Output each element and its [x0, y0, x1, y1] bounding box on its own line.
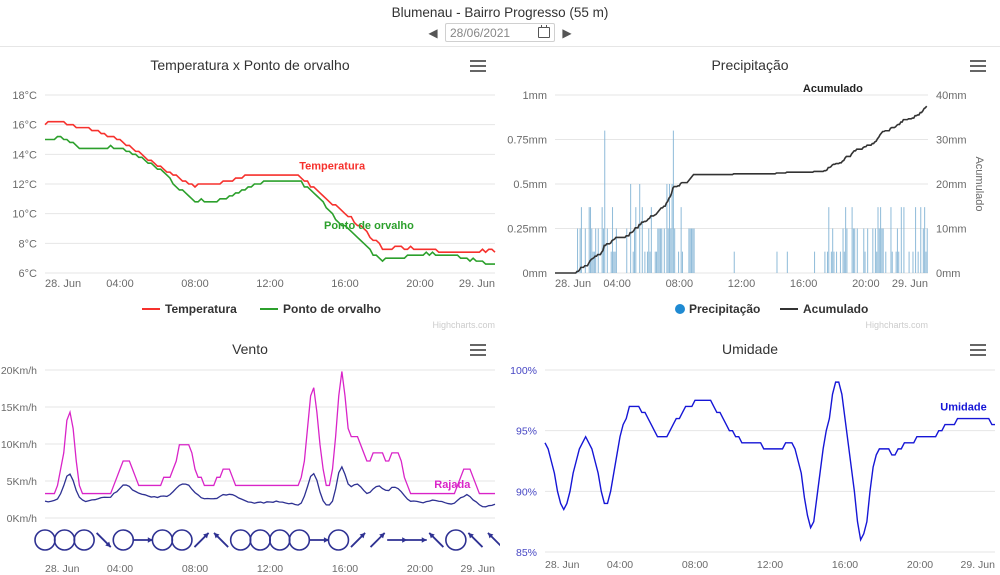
svg-text:08:00: 08:00: [682, 559, 708, 571]
svg-text:Highcharts.com: Highcharts.com: [432, 320, 495, 330]
svg-text:20:00: 20:00: [406, 278, 434, 290]
svg-text:29. Jun: 29. Jun: [961, 559, 996, 571]
svg-text:15Km/h: 15Km/h: [1, 402, 37, 414]
svg-text:Umidade: Umidade: [940, 402, 986, 414]
svg-text:Acumulado: Acumulado: [973, 156, 985, 211]
svg-text:16:00: 16:00: [832, 559, 858, 571]
svg-text:29. Jun: 29. Jun: [459, 278, 495, 290]
svg-text:40mm: 40mm: [936, 90, 967, 102]
svg-text:14°C: 14°C: [12, 149, 37, 161]
svg-text:20:00: 20:00: [407, 563, 433, 575]
svg-text:12°C: 12°C: [12, 179, 37, 191]
svg-text:Acumulado: Acumulado: [803, 83, 863, 95]
svg-text:04:00: 04:00: [106, 278, 134, 290]
svg-text:20:00: 20:00: [907, 559, 933, 571]
svg-text:Temperatura: Temperatura: [165, 302, 237, 316]
svg-text:5Km/h: 5Km/h: [7, 476, 38, 488]
svg-text:100%: 100%: [510, 365, 537, 377]
svg-text:Acumulado: Acumulado: [803, 302, 868, 316]
svg-text:16:00: 16:00: [332, 563, 358, 575]
svg-text:29. Jun: 29. Jun: [892, 278, 928, 290]
svg-text:28. Jun: 28. Jun: [545, 559, 580, 571]
svg-text:16°C: 16°C: [12, 120, 37, 132]
svg-text:16:00: 16:00: [331, 278, 359, 290]
svg-text:0mm: 0mm: [523, 268, 547, 280]
svg-text:10mm: 10mm: [936, 224, 967, 236]
svg-text:0.5mm: 0.5mm: [513, 179, 547, 191]
svg-text:20:00: 20:00: [852, 278, 880, 290]
svg-text:29. Jun: 29. Jun: [461, 563, 496, 575]
svg-text:28. Jun: 28. Jun: [45, 563, 80, 575]
svg-text:12:00: 12:00: [256, 278, 284, 290]
svg-text:20Km/h: 20Km/h: [1, 365, 37, 377]
svg-text:Ponto de orvalho: Ponto de orvalho: [324, 220, 414, 232]
svg-text:10Km/h: 10Km/h: [1, 439, 37, 451]
svg-text:Highcharts.com: Highcharts.com: [865, 320, 928, 330]
svg-text:04:00: 04:00: [607, 559, 633, 571]
svg-text:30mm: 30mm: [936, 135, 967, 147]
svg-text:95%: 95%: [516, 426, 537, 438]
svg-text:85%: 85%: [516, 547, 537, 559]
svg-text:20mm: 20mm: [936, 179, 967, 191]
svg-text:12:00: 12:00: [728, 278, 756, 290]
svg-text:04:00: 04:00: [603, 278, 631, 290]
svg-text:28. Jun: 28. Jun: [45, 278, 81, 290]
svg-text:12:00: 12:00: [257, 563, 283, 575]
svg-text:08:00: 08:00: [181, 278, 209, 290]
svg-text:08:00: 08:00: [182, 563, 208, 575]
svg-text:Rajada: Rajada: [434, 479, 471, 491]
svg-text:0.25mm: 0.25mm: [507, 224, 547, 236]
svg-text:18°C: 18°C: [12, 90, 37, 102]
svg-text:8°C: 8°C: [19, 238, 38, 250]
svg-text:90%: 90%: [516, 486, 537, 498]
svg-text:6°C: 6°C: [19, 268, 38, 280]
svg-text:Ponto de orvalho: Ponto de orvalho: [283, 302, 381, 316]
svg-text:28. Jun: 28. Jun: [555, 278, 591, 290]
svg-text:Precipitação: Precipitação: [689, 302, 760, 316]
svg-text:1mm: 1mm: [523, 90, 547, 102]
svg-text:0.75mm: 0.75mm: [507, 135, 547, 147]
svg-text:04:00: 04:00: [107, 563, 133, 575]
svg-text:16:00: 16:00: [790, 278, 818, 290]
svg-text:0mm: 0mm: [936, 268, 960, 280]
svg-text:12:00: 12:00: [757, 559, 783, 571]
svg-text:0Km/h: 0Km/h: [7, 513, 38, 525]
svg-text:10°C: 10°C: [12, 209, 37, 221]
svg-text:Temperatura: Temperatura: [299, 161, 366, 173]
svg-text:08:00: 08:00: [666, 278, 694, 290]
